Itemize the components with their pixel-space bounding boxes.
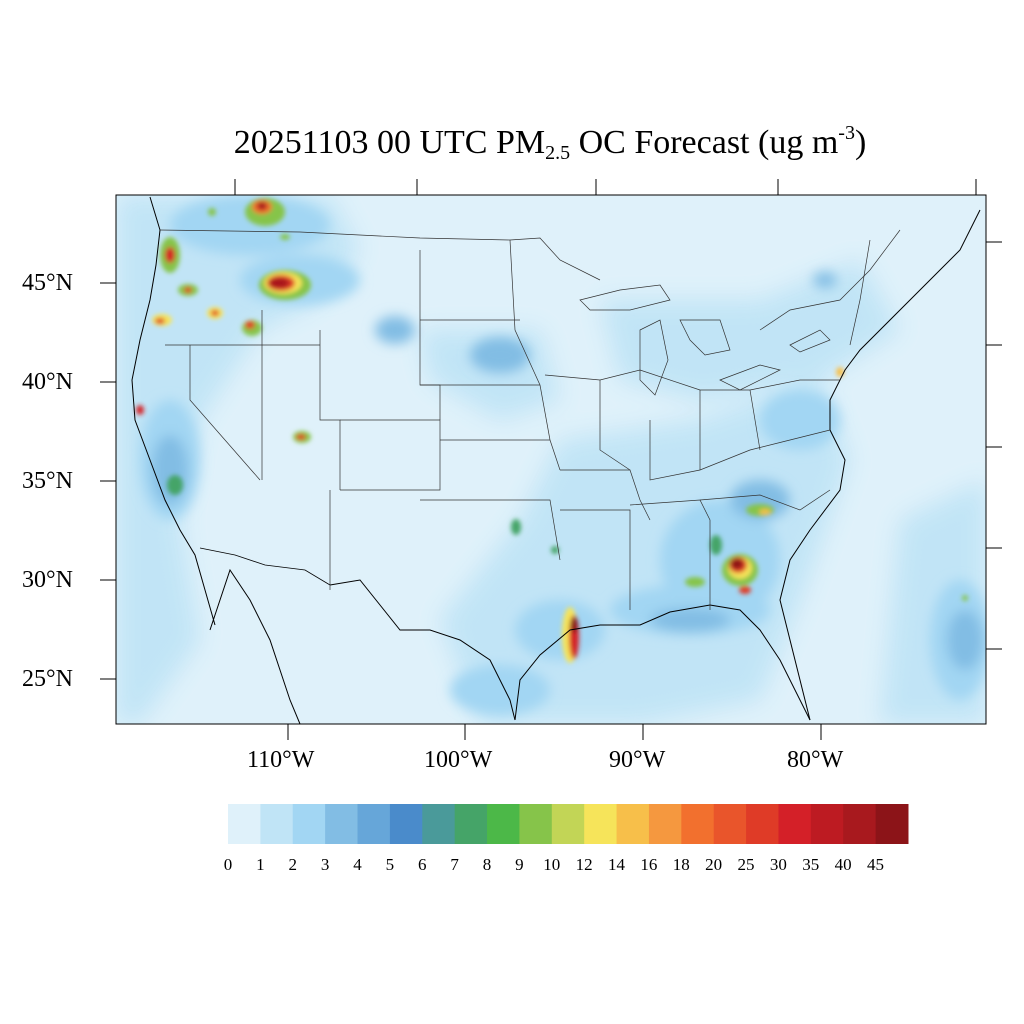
colorbar-swatch-13 (648, 804, 682, 844)
colorbar-swatch-0 (228, 804, 261, 844)
colorbar-swatch-5 (389, 804, 423, 844)
colorbar-swatch-19 (843, 804, 877, 844)
colorbar-swatch-17 (778, 804, 812, 844)
colorbar-label: 3 (320, 855, 330, 874)
colorbar-label: 9 (515, 855, 524, 874)
colorbar-swatch-16 (746, 804, 779, 844)
colorbar-label: 16 (640, 855, 658, 874)
colorbar-swatch-20 (875, 804, 909, 844)
title-prefix: 20251103 00 UTC PM (233, 124, 546, 161)
colorbar-swatch-2 (292, 804, 326, 844)
colorbar-swatch-6 (422, 804, 456, 844)
colorbar-label: 2 (288, 855, 297, 874)
colorbar-label: 1 (256, 855, 265, 874)
colorbar-label: 35 (802, 855, 820, 874)
colorbar-swatch-9 (519, 804, 553, 844)
colorbar-swatch-18 (810, 804, 844, 844)
lat-label-30n: 30°N (22, 567, 73, 593)
colorbar-swatch-4 (357, 804, 391, 844)
colorbar-label: 6 (417, 855, 427, 874)
colorbar-label: 45 (867, 855, 885, 874)
lon-label-80w: 80°W (787, 747, 844, 773)
colorbar-swatch-3 (325, 804, 359, 844)
colorbar-swatch-1 (260, 804, 294, 844)
colorbar-label: 0 (223, 855, 233, 874)
colorbar-label: 4 (353, 855, 362, 874)
colorbar-swatch-8 (487, 804, 520, 844)
colorbar-swatch-7 (454, 804, 488, 844)
colorbar-swatch-10 (551, 804, 585, 844)
title-superscript: -3 (838, 122, 855, 144)
colorbar-swatch-15 (713, 804, 747, 844)
title-suffix: ) (854, 124, 867, 161)
lat-label-45n: 45°N (22, 270, 73, 296)
colorbar-label: 8 (482, 855, 492, 874)
lat-label-25n: 25°N (22, 666, 73, 692)
lat-label-40n: 40°N (22, 369, 73, 395)
colorbar-swatch-14 (681, 804, 715, 844)
lon-label-100w: 100°W (424, 747, 493, 773)
colorbar-label: 12 (575, 855, 593, 874)
colorbar-label: 5 (385, 855, 395, 874)
title-middle: OC Forecast (ug m (570, 124, 839, 161)
colorbar-label: 10 (543, 855, 561, 874)
concentration-field (116, 195, 986, 724)
lat-label-35n: 35°N (22, 468, 73, 494)
colorbar-swatch-12 (616, 804, 650, 844)
colorbar-swatch-11 (584, 804, 618, 844)
colorbar-label: 40 (834, 855, 852, 874)
colorbar (228, 804, 909, 844)
colorbar-label: 20 (705, 855, 723, 874)
lon-label-90w: 90°W (609, 747, 666, 773)
colorbar-label: 18 (672, 855, 690, 874)
colorbar-label: 14 (607, 855, 625, 874)
title-subscript: 2.5 (545, 142, 571, 164)
lon-label-110w: 110°W (247, 747, 315, 773)
map-title: 20251103 00 UTC PM2.5 OC Forecast (ug m-… (0, 122, 1024, 165)
colorbar-label: 25 (737, 855, 755, 874)
colorbar-label: 7 (450, 855, 459, 874)
colorbar-label: 30 (769, 855, 787, 874)
